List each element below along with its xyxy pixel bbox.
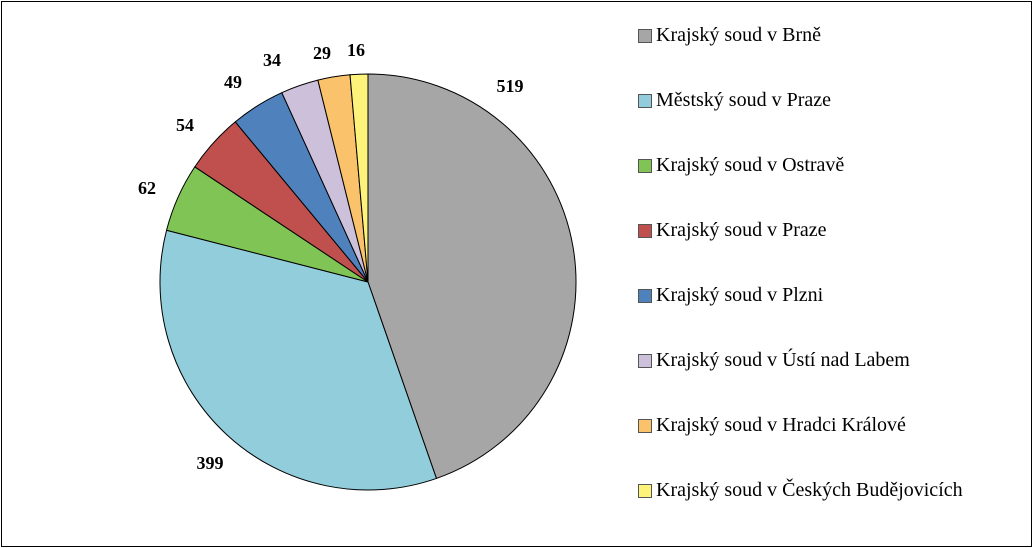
legend-label: Krajský soud v Plzni — [656, 284, 824, 306]
pie-slice — [349, 73, 369, 283]
legend-item: Krajský soud v Plzni — [638, 282, 963, 347]
data-label: 49 — [224, 72, 242, 92]
legend-swatch — [638, 354, 652, 368]
data-label: 16 — [347, 40, 365, 60]
legend-item: Krajský soud v Českých Budějovicích — [638, 477, 963, 542]
legend-swatch — [638, 29, 652, 43]
legend-swatch — [638, 159, 652, 173]
pie-slice — [159, 229, 438, 491]
legend-swatch — [638, 224, 652, 238]
legend-label: Krajský soud v Ústí nad Labem — [656, 349, 910, 371]
legend-label: Krajský soud v Českých Budějovicích — [656, 479, 963, 501]
legend-swatch — [638, 484, 652, 498]
pie-slice — [367, 73, 577, 480]
legend-swatch — [638, 94, 652, 108]
data-label: 54 — [176, 115, 194, 135]
legend-item: Krajský soud v Ústí nad Labem — [638, 347, 963, 412]
legend-item: Krajský soud v Praze — [638, 217, 963, 282]
legend-label: Krajský soud v Praze — [656, 219, 827, 241]
legend-label: Krajský soud v Ostravě — [656, 154, 845, 176]
legend-item: Krajský soud v Brně — [638, 22, 963, 87]
legend-label: Krajský soud v Brně — [656, 24, 821, 46]
legend-label: Krajský soud v Hradci Králové — [656, 414, 906, 436]
data-label: 29 — [313, 43, 331, 63]
legend-swatch — [638, 289, 652, 303]
data-label: 34 — [263, 50, 281, 70]
legend-label: Městský soud v Praze — [656, 89, 831, 111]
legend-item: Krajský soud v Ostravě — [638, 152, 963, 217]
legend: Krajský soud v Brně Městský soud v Praze K… — [638, 22, 963, 542]
data-label: 519 — [497, 76, 524, 96]
data-label: 399 — [197, 453, 224, 473]
legend-item: Krajský soud v Hradci Králové — [638, 412, 963, 477]
data-label: 62 — [138, 178, 156, 198]
legend-swatch — [638, 419, 652, 433]
legend-item: Městský soud v Praze — [638, 87, 963, 152]
